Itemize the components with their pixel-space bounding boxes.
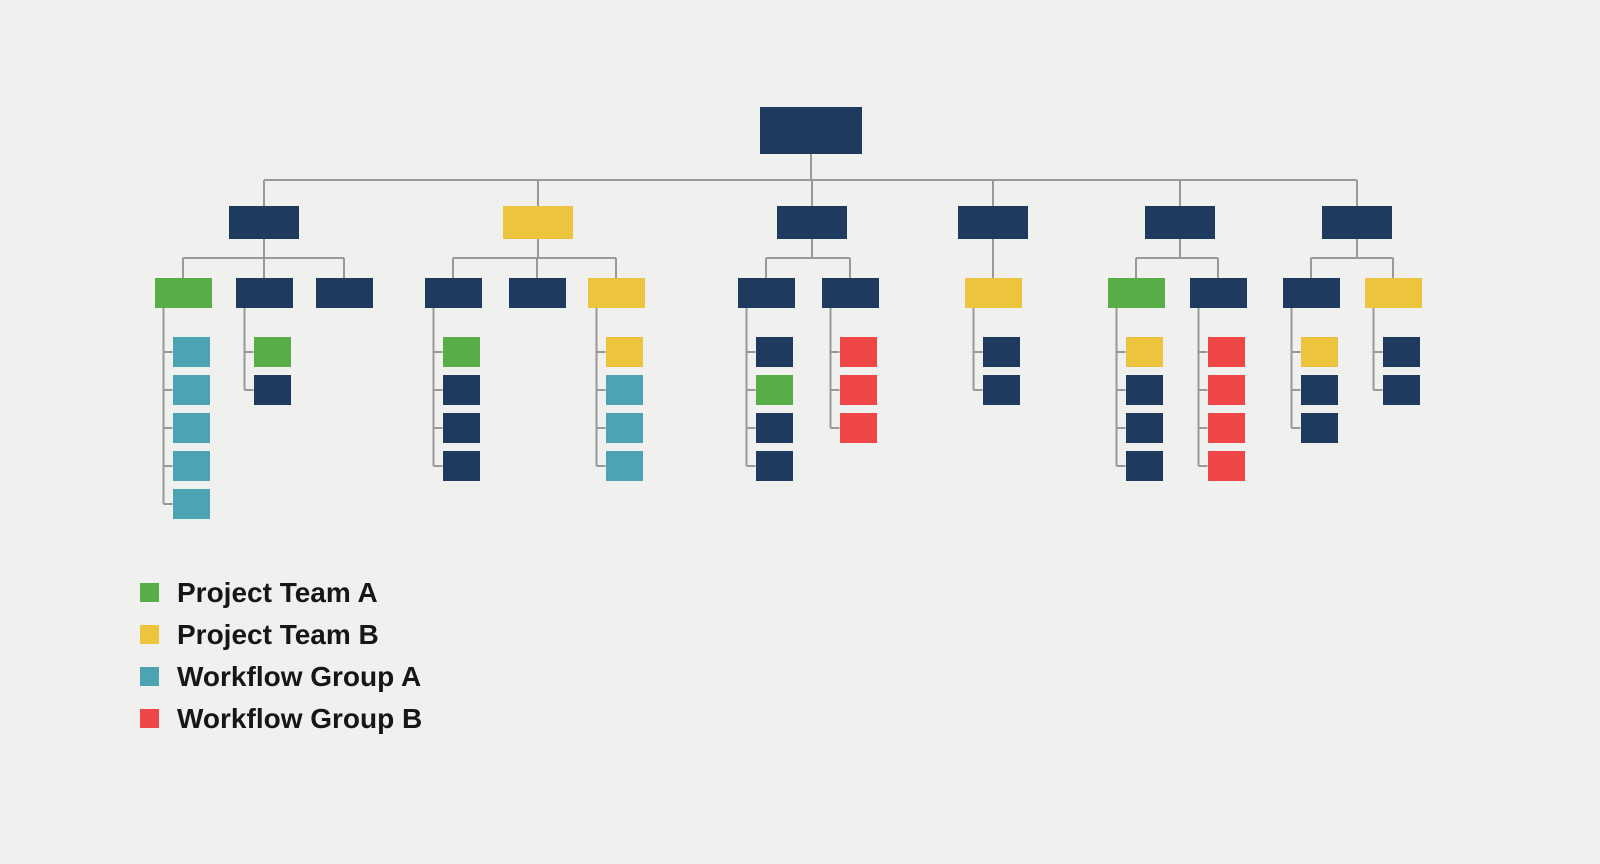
child-node bbox=[587, 278, 645, 308]
child-node bbox=[154, 278, 212, 308]
sub-node bbox=[1207, 451, 1245, 481]
sub-node bbox=[755, 337, 793, 367]
sub-node bbox=[1125, 337, 1163, 367]
sub-node bbox=[605, 375, 643, 405]
child-node bbox=[1189, 278, 1247, 308]
sub-node bbox=[442, 451, 480, 481]
sub-node bbox=[1125, 375, 1163, 405]
root-node bbox=[760, 107, 862, 154]
child-node bbox=[1364, 278, 1422, 308]
sub-node bbox=[172, 489, 210, 519]
legend-swatch bbox=[140, 709, 159, 728]
sub-node bbox=[1125, 451, 1163, 481]
child-node bbox=[315, 278, 373, 308]
child-node bbox=[508, 278, 566, 308]
sub-node bbox=[442, 375, 480, 405]
child-node bbox=[964, 278, 1022, 308]
legend-label: Project Team A bbox=[177, 576, 378, 608]
legend-swatch bbox=[140, 625, 159, 644]
sub-node bbox=[1207, 375, 1245, 405]
sub-node bbox=[442, 413, 480, 443]
branch-node bbox=[1145, 206, 1215, 239]
sub-node bbox=[172, 451, 210, 481]
branch-node bbox=[229, 206, 299, 239]
child-node bbox=[235, 278, 293, 308]
sub-node bbox=[1300, 337, 1338, 367]
sub-node bbox=[442, 337, 480, 367]
legend-label: Project Team B bbox=[177, 618, 379, 650]
legend-label: Workflow Group B bbox=[177, 702, 423, 734]
child-node bbox=[1282, 278, 1340, 308]
sub-node bbox=[1382, 375, 1420, 405]
legend-item-workflow-group-a: Workflow Group A bbox=[140, 660, 422, 692]
sub-node bbox=[1300, 375, 1338, 405]
sub-node bbox=[605, 413, 643, 443]
sub-node bbox=[755, 375, 793, 405]
sub-node bbox=[172, 413, 210, 443]
branch-node bbox=[503, 206, 573, 239]
sub-node bbox=[839, 337, 877, 367]
legend-item-project-team-a: Project Team A bbox=[140, 576, 422, 608]
sub-node bbox=[982, 337, 1020, 367]
sub-node bbox=[1207, 337, 1245, 367]
sub-node bbox=[172, 375, 210, 405]
sub-node bbox=[839, 375, 877, 405]
sub-node bbox=[253, 375, 291, 405]
sub-node bbox=[605, 451, 643, 481]
sub-node bbox=[755, 451, 793, 481]
sub-node bbox=[755, 413, 793, 443]
child-node bbox=[1107, 278, 1165, 308]
sub-node bbox=[172, 337, 210, 367]
sub-node bbox=[605, 337, 643, 367]
sub-node bbox=[1300, 413, 1338, 443]
child-node bbox=[737, 278, 795, 308]
branch-node bbox=[958, 206, 1028, 239]
sub-node bbox=[1207, 413, 1245, 443]
legend: Project Team A Project Team B Workflow G… bbox=[140, 576, 423, 746]
legend-label: Workflow Group A bbox=[177, 660, 422, 692]
sub-node bbox=[839, 413, 877, 443]
branch-node bbox=[777, 206, 847, 239]
legend-item-workflow-group-b: Workflow Group B bbox=[140, 702, 423, 734]
branch-node bbox=[1322, 206, 1392, 239]
legend-item-project-team-b: Project Team B bbox=[140, 618, 422, 650]
legend-swatch bbox=[140, 583, 159, 602]
legend-swatch bbox=[140, 667, 159, 686]
sub-node bbox=[1382, 337, 1420, 367]
child-node bbox=[821, 278, 879, 308]
sub-node bbox=[253, 337, 291, 367]
sub-node bbox=[1125, 413, 1163, 443]
sub-node bbox=[982, 375, 1020, 405]
child-node bbox=[424, 278, 482, 308]
